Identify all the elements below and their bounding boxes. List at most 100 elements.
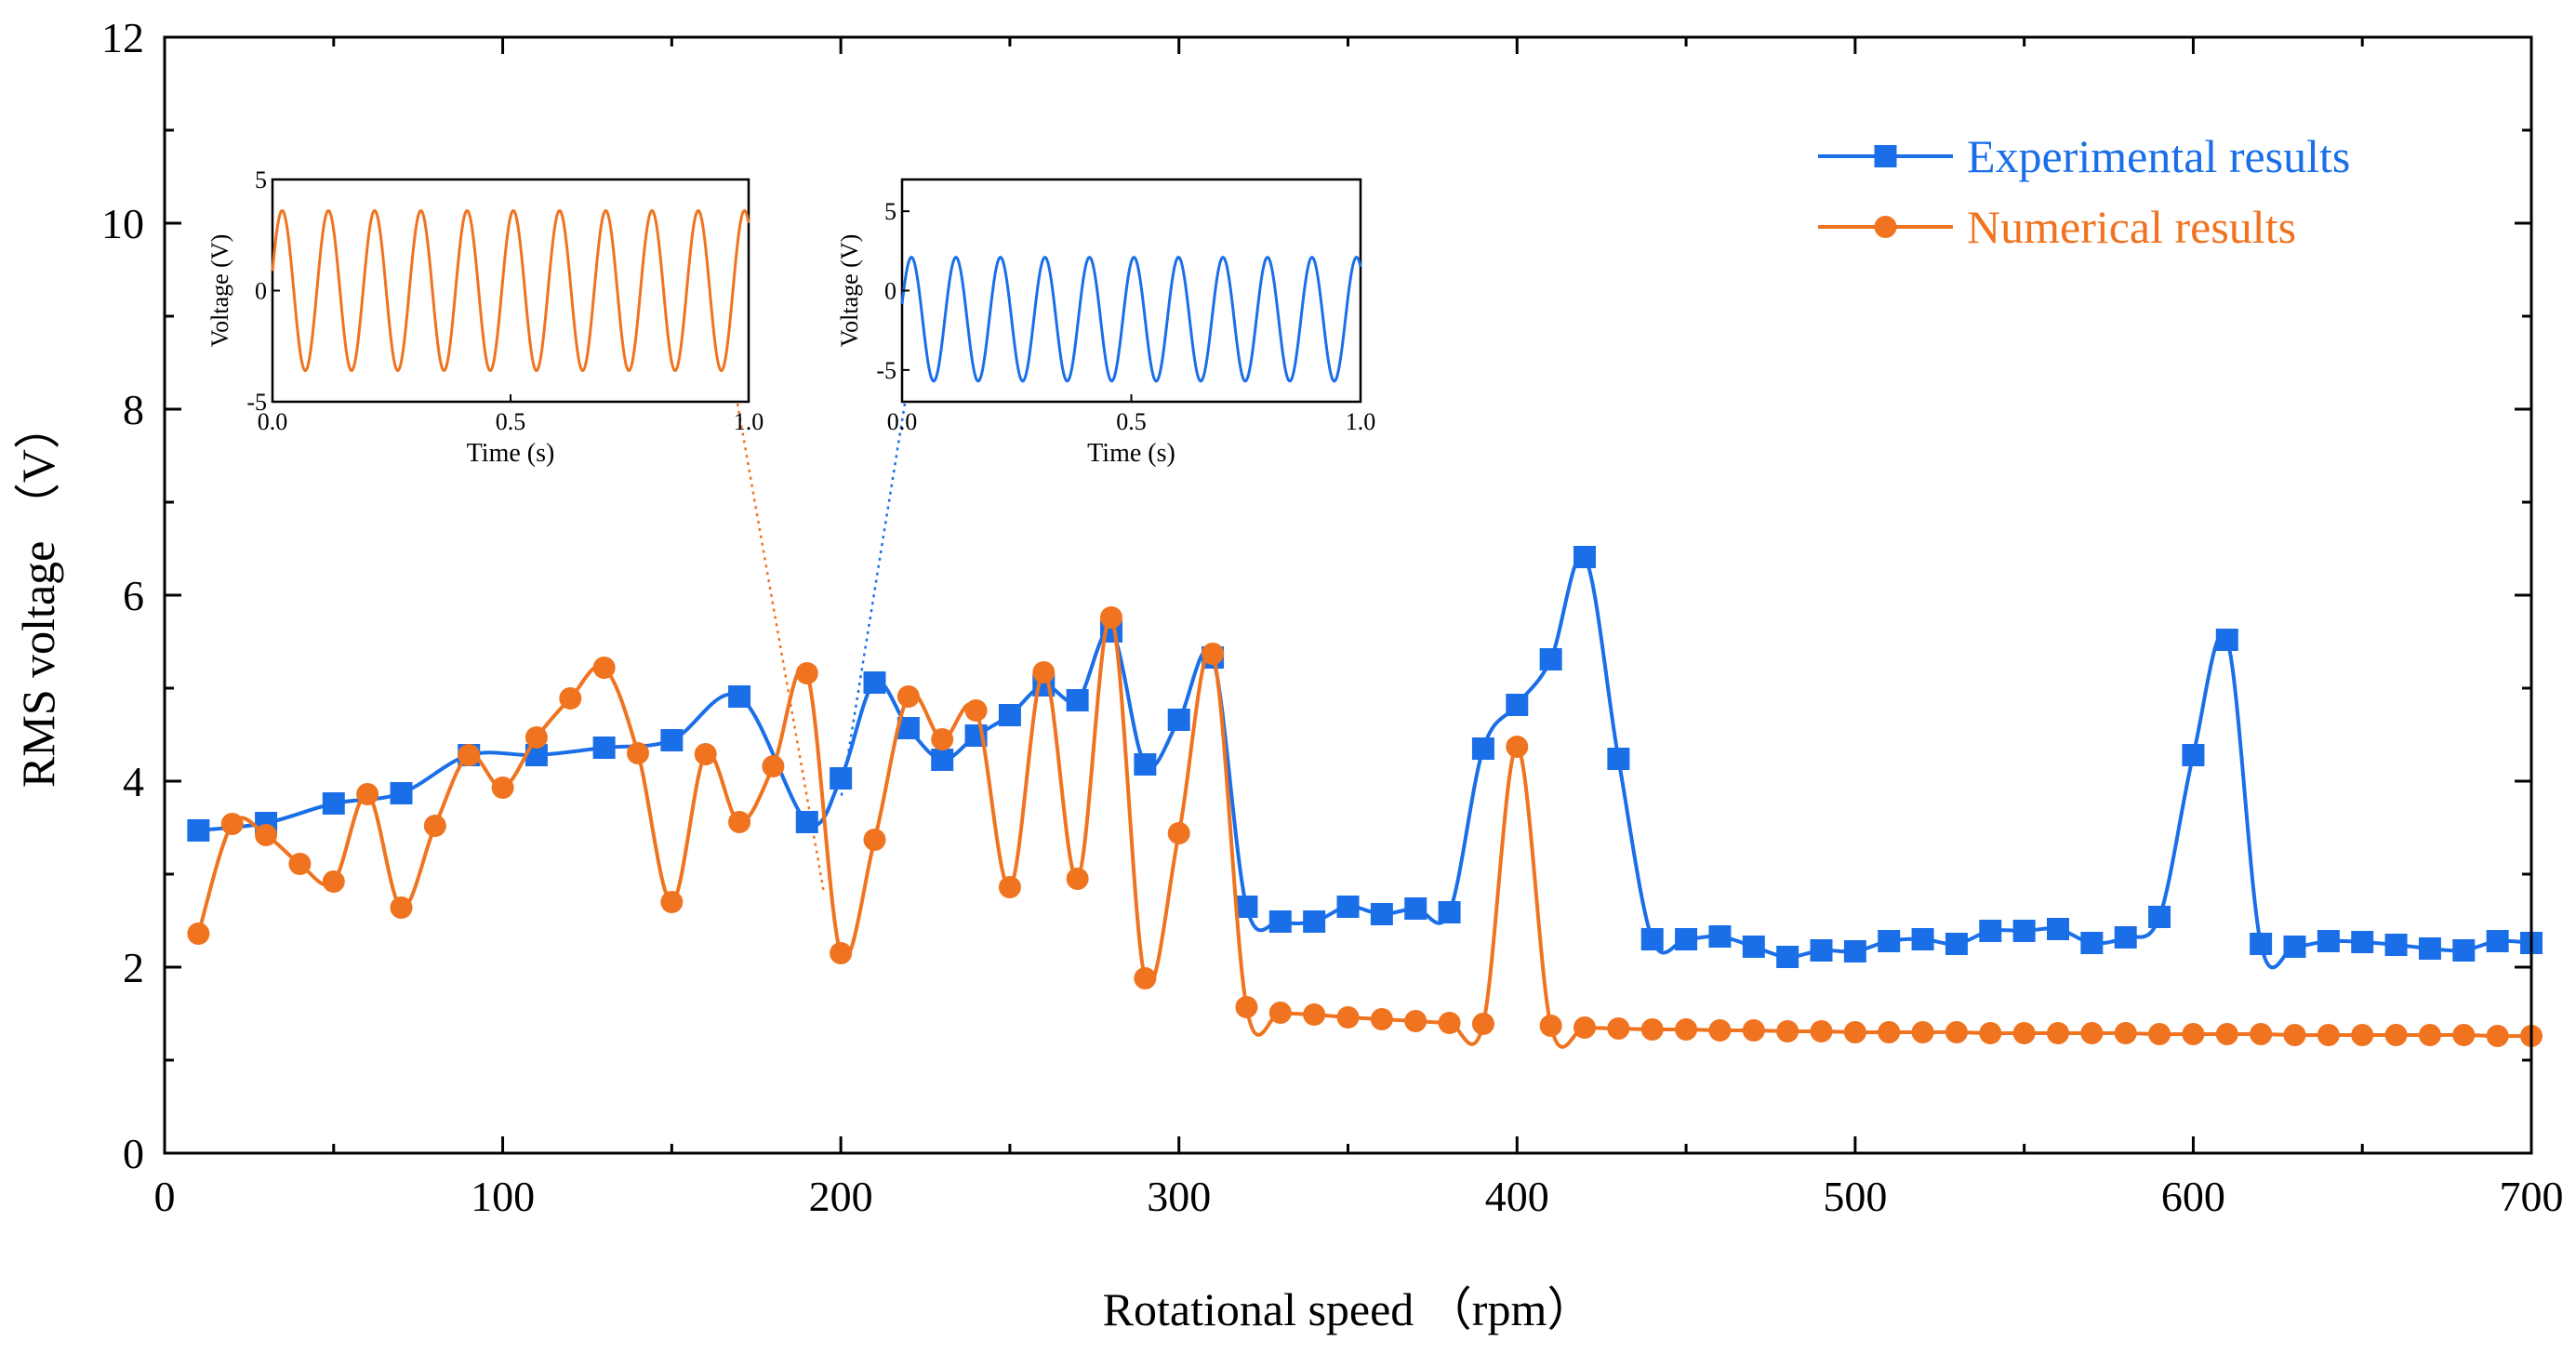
data-point-square xyxy=(1404,897,1427,920)
legend: Experimental results Numerical results xyxy=(1818,130,2350,253)
data-point-circle xyxy=(2250,1023,2273,1045)
data-point-square xyxy=(1945,933,1968,955)
data-point-circle xyxy=(1202,643,1225,665)
data-point-circle xyxy=(1303,1003,1326,1026)
data-point-circle xyxy=(1810,1020,1833,1042)
data-point-square xyxy=(1268,910,1292,933)
data-point-circle xyxy=(931,728,954,750)
data-point-circle xyxy=(288,853,312,875)
data-point-square xyxy=(998,704,1021,726)
data-point-square xyxy=(1979,920,2002,942)
data-point-circle xyxy=(2384,1024,2408,1046)
inset-y-tick-label: 0 xyxy=(884,278,896,305)
inset-x-tick-label: 1.0 xyxy=(734,408,764,435)
data-point-circle xyxy=(2012,1022,2036,1044)
data-point-square xyxy=(2418,937,2441,960)
data-point-circle xyxy=(2080,1022,2104,1044)
data-point-circle xyxy=(1878,1021,1901,1043)
data-point-circle xyxy=(2351,1024,2374,1046)
data-point-square xyxy=(2452,939,2476,962)
data-point-circle xyxy=(1471,1013,1494,1035)
x-tick-label: 200 xyxy=(809,1173,873,1220)
data-point-circle xyxy=(762,755,785,777)
data-point-square xyxy=(1438,901,1461,923)
data-point-square xyxy=(1843,940,1866,962)
data-point-square xyxy=(2114,926,2137,949)
inset-connector xyxy=(736,403,826,894)
data-point-square xyxy=(1810,939,1833,962)
data-point-square xyxy=(1336,896,1360,918)
data-point-square xyxy=(2384,934,2408,956)
data-point-circle xyxy=(964,699,988,722)
data-point-circle xyxy=(2418,1024,2441,1046)
data-point-square xyxy=(2182,744,2205,766)
data-point-circle xyxy=(356,783,379,805)
legend-label: Experimental results xyxy=(1967,130,2350,182)
y-tick-label: 0 xyxy=(123,1130,144,1177)
data-point-square xyxy=(2250,933,2273,955)
data-point-circle xyxy=(1438,1012,1461,1034)
data-point-circle xyxy=(2114,1022,2137,1044)
legend-marker-square xyxy=(1874,145,1897,167)
data-point-circle xyxy=(998,876,1021,898)
inset-x-tick-label: 0.0 xyxy=(258,408,288,435)
data-point-circle xyxy=(1066,868,1089,890)
data-point-square xyxy=(931,749,954,771)
data-point-circle xyxy=(2317,1024,2340,1046)
y-tick-label: 10 xyxy=(101,200,144,247)
inset-x-tick-label: 0.5 xyxy=(496,408,526,435)
data-point-circle xyxy=(2215,1023,2238,1045)
inset-connectors xyxy=(736,403,907,894)
data-point-square xyxy=(2215,629,2238,651)
numerical-waveform-inset: 0.0 0.5 1.0 -5 0 5 Time (s) Voltage (V) xyxy=(206,166,764,468)
data-point-square xyxy=(1471,737,1494,760)
data-point-circle xyxy=(896,685,920,708)
series-layer xyxy=(187,546,2543,1049)
data-point-circle xyxy=(1336,1006,1360,1029)
data-point-square xyxy=(1066,689,1089,711)
inset-y-tick-label: 5 xyxy=(255,166,267,193)
data-point-circle xyxy=(1539,1015,1562,1037)
data-point-circle xyxy=(863,829,886,851)
inset-y-axis-title: Voltage (V) xyxy=(836,234,863,348)
data-point-circle xyxy=(491,777,514,799)
data-point-square xyxy=(1675,928,1698,950)
data-point-square xyxy=(1539,648,1562,670)
data-point-square xyxy=(660,729,684,751)
x-tick-label: 0 xyxy=(154,1173,176,1220)
data-point-circle xyxy=(1100,606,1122,629)
data-point-square xyxy=(1134,753,1157,776)
data-point-circle xyxy=(1235,996,1258,1018)
inset-waveform xyxy=(271,208,750,373)
inset-frame xyxy=(900,178,1362,404)
y-tick-label: 12 xyxy=(101,14,144,61)
inset-x-axis-title: Time (s) xyxy=(467,439,555,468)
inset-x-axis-title: Time (s) xyxy=(1087,439,1175,468)
data-point-square xyxy=(1878,930,1901,952)
y-tick-label: 4 xyxy=(123,758,144,805)
data-point-circle xyxy=(187,923,210,945)
data-point-circle xyxy=(728,811,751,833)
data-point-circle xyxy=(592,657,616,679)
inset-x-tick-label: 0.5 xyxy=(1116,408,1147,435)
data-point-circle xyxy=(2148,1023,2171,1045)
x-tick-label: 100 xyxy=(471,1173,535,1220)
y-tick-label: 8 xyxy=(123,386,144,433)
inset-x-tick-label: 0.0 xyxy=(887,408,918,435)
data-point-circle xyxy=(1167,822,1190,844)
y-tick-label: 2 xyxy=(123,944,144,991)
data-point-square xyxy=(863,671,886,694)
y-tick-label: 6 xyxy=(123,572,144,619)
x-tick-label: 600 xyxy=(2161,1173,2225,1220)
data-point-circle xyxy=(2452,1024,2476,1046)
data-point-circle xyxy=(2182,1023,2205,1045)
series-numerical xyxy=(187,606,2543,1049)
inset-y-axis-title: Voltage (V) xyxy=(206,234,233,348)
data-point-square xyxy=(1573,546,1596,568)
data-point-square xyxy=(187,819,210,842)
data-point-square xyxy=(2080,932,2104,954)
data-point-square xyxy=(2012,920,2036,942)
data-point-circle xyxy=(1979,1022,2002,1044)
x-tick-label: 400 xyxy=(1485,1173,1549,1220)
